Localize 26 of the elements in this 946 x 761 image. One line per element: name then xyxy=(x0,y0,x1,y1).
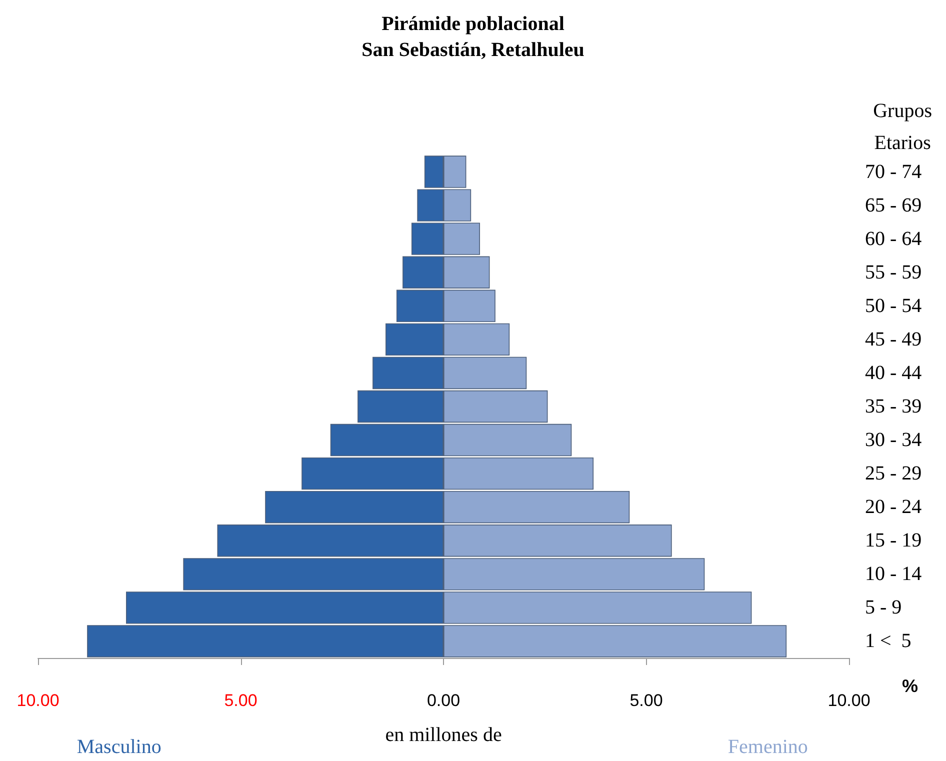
y-tick-label: 50 - 54 xyxy=(865,294,922,317)
y-tick-label: 65 - 69 xyxy=(865,194,922,216)
y-tick-label: 55 - 59 xyxy=(865,261,922,284)
y-tick-label: 20 - 24 xyxy=(865,496,922,518)
y-tick-label: 70 - 74 xyxy=(865,160,922,183)
y-tick-label: 35 - 39 xyxy=(865,396,922,418)
y-tick-label: 40 - 44 xyxy=(865,362,922,384)
text: Femenino xyxy=(728,736,808,758)
y-tick-label: 1 < 5 xyxy=(865,630,912,652)
text: % xyxy=(902,676,918,696)
x-tick-label: 0.00 xyxy=(426,691,460,710)
x-axis-title: en millones de xyxy=(385,724,502,746)
chart-title: Pirámide poblacional San Sebastián, Retalhuleu xyxy=(362,13,584,61)
x-tick-label: 5.00 xyxy=(224,691,258,710)
y-axis-title: Grupos Etarios xyxy=(873,100,932,154)
y-tick-label: 60 - 64 xyxy=(865,228,922,250)
y-tick-label: 45 - 49 xyxy=(865,328,922,350)
x-tick-label: 10.00 xyxy=(16,691,60,710)
x-tick-label: 10.00 xyxy=(828,691,870,710)
y-tick-label: 10 - 14 xyxy=(865,563,922,586)
x-tick-label: 5.00 xyxy=(630,691,663,710)
y-tick-label: 30 - 34 xyxy=(865,429,922,452)
y-tick-label: 5 - 9 xyxy=(865,596,902,619)
y-tick-label: 25 - 29 xyxy=(865,462,922,485)
text: Masculino xyxy=(76,736,162,758)
y-tick-label: 15 - 19 xyxy=(865,530,922,552)
